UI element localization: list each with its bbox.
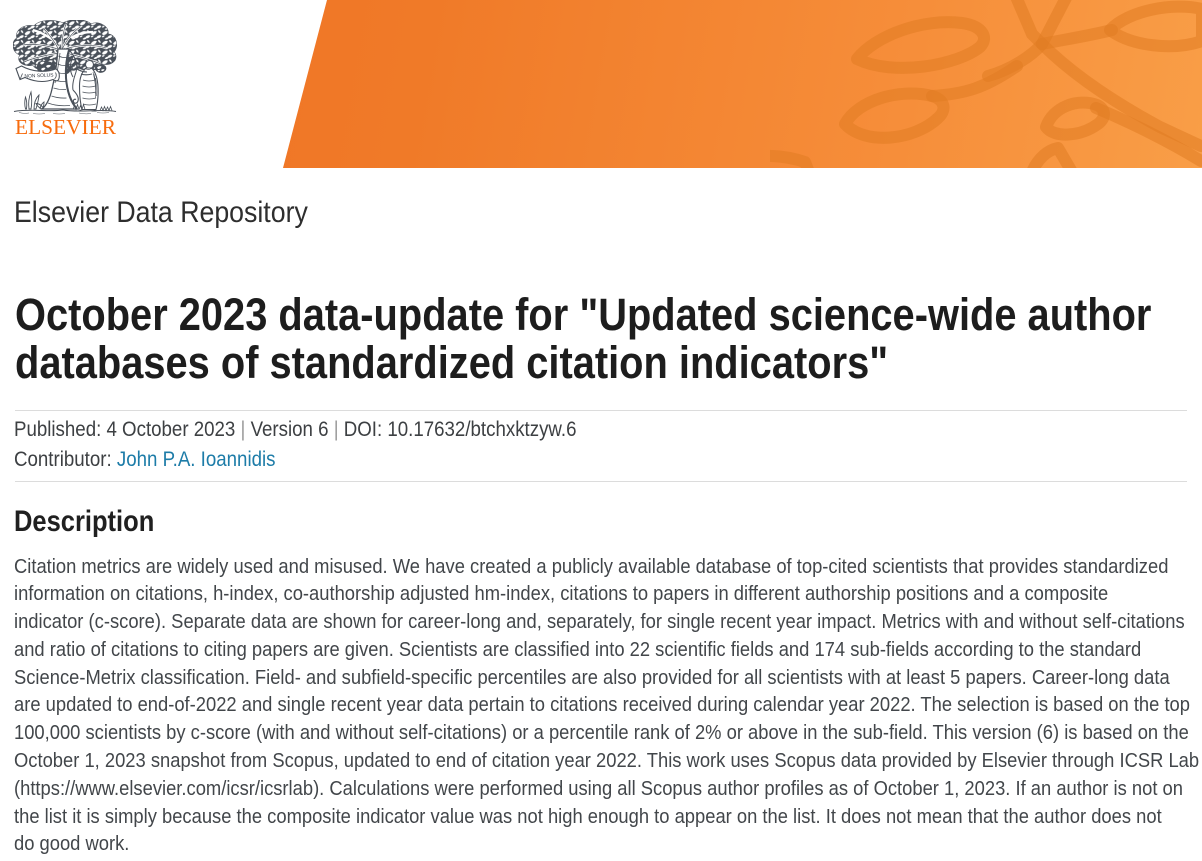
svg-text:ELSEVIER: ELSEVIER — [15, 115, 116, 138]
svg-text:NON SOLUS: NON SOLUS — [24, 73, 54, 80]
